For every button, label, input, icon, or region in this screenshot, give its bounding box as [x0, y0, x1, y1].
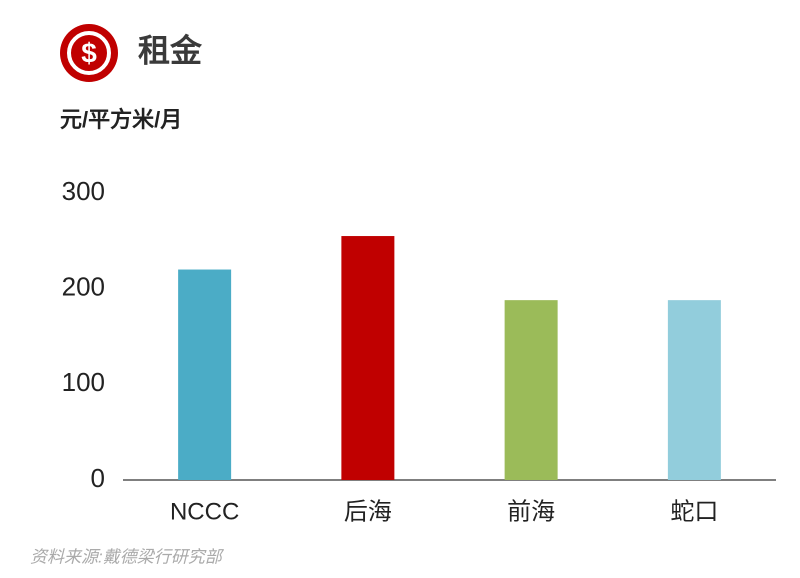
bar — [178, 269, 232, 480]
svg-text:$: $ — [81, 37, 97, 68]
bar — [341, 236, 395, 480]
source-note: 资料来源:戴德梁行研究部 — [30, 547, 225, 566]
title-icon: $ — [60, 24, 118, 82]
y-tick-label: 200 — [62, 272, 105, 302]
y-tick-label: 300 — [62, 176, 105, 206]
y-axis-label: 元/平方米/月 — [60, 107, 182, 132]
x-tick-label: 前海 — [507, 498, 555, 525]
x-tick-label: 蛇口 — [670, 498, 718, 525]
bar — [504, 300, 558, 480]
bar — [667, 300, 721, 480]
y-tick-label: 0 — [91, 463, 105, 493]
x-tick-label: NCCC — [170, 498, 239, 525]
chart-title: 租金 — [138, 32, 203, 68]
y-tick-label: 100 — [62, 367, 105, 397]
x-tick-label: 后海 — [344, 498, 392, 525]
